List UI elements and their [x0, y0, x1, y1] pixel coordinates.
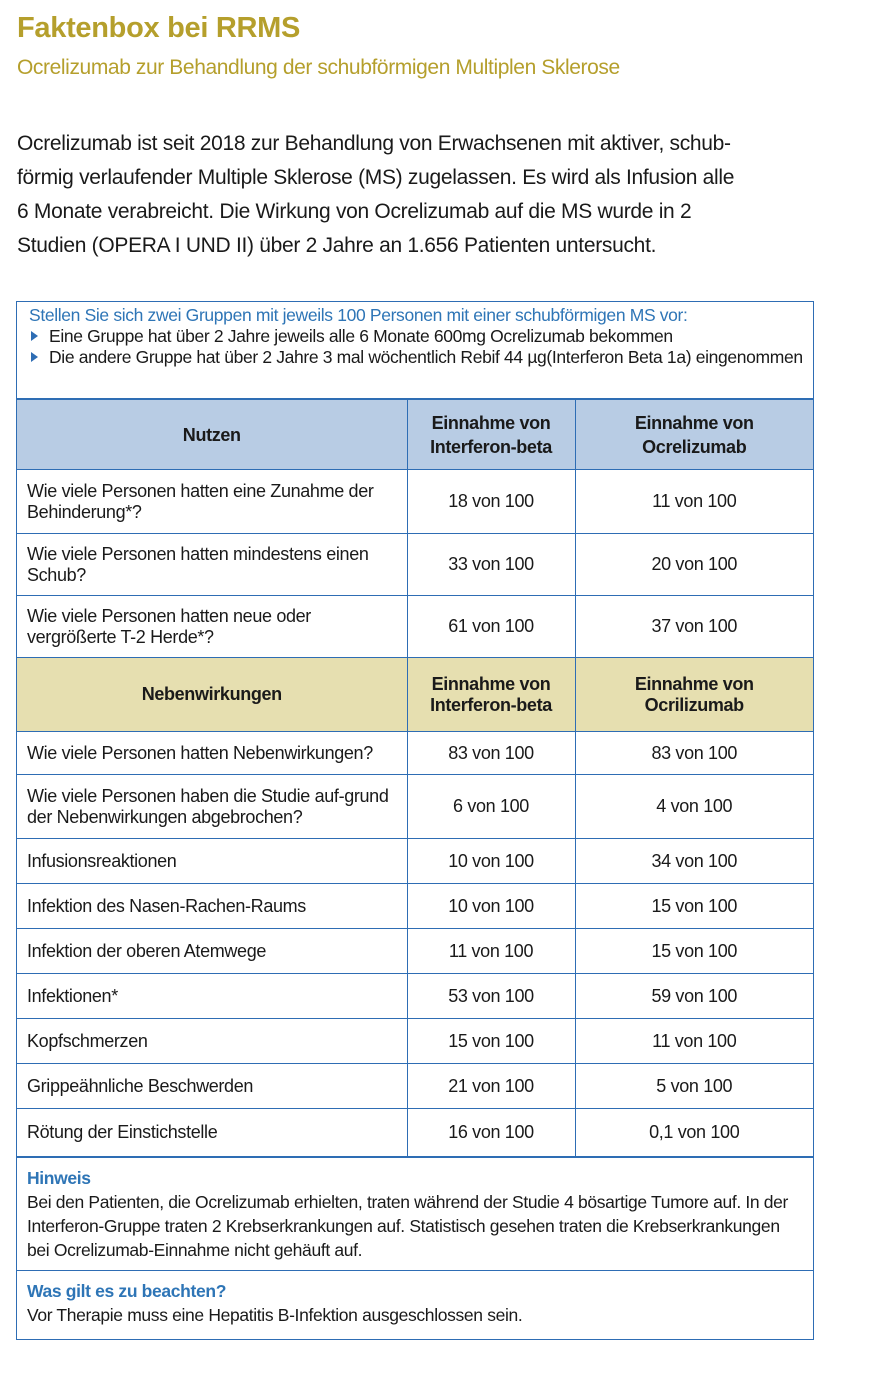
interferon-value: 33 von 100: [406, 533, 576, 596]
harm-row: Grippeähnliche Beschwerden 21 von 100 5 vo…: [17, 1063, 813, 1109]
interferon-value: 6 von 100: [406, 774, 576, 839]
benefit-row: Wie viele Personen hatten neue oder verg…: [17, 595, 813, 658]
benefit-row: Wie viele Personen hatten eine Zunahme d…: [17, 469, 813, 534]
note-text: Vor Therapie muss eine Hepatitis B-Infek…: [27, 1305, 523, 1325]
page-title: Faktenbox bei RRMS: [17, 12, 301, 44]
harm-row: Kopfschmerzen 15 von 100 11 von 100: [17, 1018, 813, 1064]
interferon-value: 10 von 100: [406, 883, 576, 929]
interferon-value: 83 von 100: [406, 731, 576, 775]
harm-row: Infektionen* 53 von 100 59 von 100: [17, 973, 813, 1019]
interferon-value: 16 von 100: [406, 1108, 576, 1157]
harm-row: Wie viele Personen hatten Nebenwirkungen…: [17, 731, 813, 775]
harm-row: Infektion der oberen Atemwege 11 von 100 1…: [17, 928, 813, 974]
intro-line: Studien (OPERA I UND II) über 2 Jahre an…: [17, 234, 657, 257]
ocrelizumab-value: 0,1 von 100: [574, 1108, 813, 1157]
row-label: Wie viele Personen hatten Nebenwirkungen…: [17, 731, 408, 775]
note-beachten: Was gilt es zu beachten? Vor Therapie mu…: [17, 1270, 813, 1339]
benefit-header-cell: Einnahme von Ocrelizumab: [574, 399, 813, 470]
ocrelizumab-value: 83 von 100: [574, 731, 813, 775]
triangle-bullet-icon: [31, 352, 38, 362]
scenario-question: Stellen Sie sich zwei Gruppen mit jeweil…: [29, 305, 688, 325]
interferon-value: 11 von 100: [406, 928, 576, 974]
row-label: Infektion des Nasen-Rachen-Raums: [17, 883, 408, 929]
intro-line: förmig verlaufender Multiple Sklerose (M…: [17, 166, 735, 189]
harm-row: Rötung der Einstichstelle 16 von 100 0,1 v…: [17, 1108, 813, 1157]
harm-row: Infusionsreaktionen 10 von 100 34 von 100: [17, 838, 813, 884]
intro-line: 6 Monate verabreicht. Die Wirkung von Oc…: [17, 200, 692, 223]
note-hinweis: Hinweis Bei den Patienten, die Ocrelizum…: [17, 1157, 813, 1270]
row-label: Infektion der oberen Atemwege: [17, 928, 408, 974]
harm-header-cell: Einnahme von Interferon-beta: [406, 657, 576, 732]
ocrelizumab-value: 59 von 100: [574, 973, 813, 1019]
benefit-header-cell: Einnahme von Interferon-beta: [406, 399, 576, 470]
ocrelizumab-value: 34 von 100: [574, 838, 813, 884]
ocrelizumab-value: 4 von 100: [574, 774, 813, 839]
row-label: Wie viele Personen haben die Studie auf-…: [17, 774, 408, 839]
interferon-value: 10 von 100: [406, 838, 576, 884]
ocrelizumab-value: 37 von 100: [574, 595, 813, 658]
row-label: Wie viele Personen hatten eine Zunahme d…: [17, 469, 408, 534]
benefit-header-row: Nutzen Einnahme von Interferon-beta Einnah…: [17, 399, 813, 470]
intro-paragraph: Ocrelizumab ist seit 2018 zur Behandlung…: [17, 127, 734, 263]
note-heading: Was gilt es zu beachten?: [27, 1281, 227, 1301]
row-label: Infektionen*: [17, 973, 408, 1019]
row-label: Wie viele Personen hatten neue oder verg…: [17, 595, 408, 658]
bullet-text: Die andere Gruppe hat über 2 Jahre 3 mal…: [49, 347, 803, 367]
row-label: Infusionsreaktionen: [17, 838, 408, 884]
ocrelizumab-value: 20 von 100: [574, 533, 813, 596]
row-label: Kopfschmerzen: [17, 1018, 408, 1064]
note-text: Bei den Patienten, die Ocrelizumab erhie…: [27, 1192, 789, 1260]
note-heading: Hinweis: [27, 1168, 91, 1188]
scenario-bullet: Die andere Gruppe hat über 2 Jahre 3 mal…: [29, 347, 803, 368]
harm-header-cell: Nebenwirkungen: [17, 657, 408, 732]
scenario: Stellen Sie sich zwei Gruppen mit jeweil…: [17, 302, 813, 399]
interferon-value: 15 von 100: [406, 1018, 576, 1064]
harm-header-row: Nebenwirkungen Einnahme von Interferon-be…: [17, 657, 813, 732]
harm-row: Wie viele Personen haben die Studie auf-…: [17, 774, 813, 839]
harm-row: Infektion des Nasen-Rachen-Raums 10 von 1…: [17, 883, 813, 929]
triangle-bullet-icon: [31, 331, 38, 341]
benefit-row: Wie viele Personen hatten mindestens ein…: [17, 533, 813, 596]
results-table: Nutzen Einnahme von Interferon-beta Einnah…: [17, 399, 813, 1157]
row-label: Grippeähnliche Beschwerden: [17, 1063, 408, 1109]
page-subtitle: Ocrelizumab zur Behandlung der schubförm…: [17, 56, 620, 79]
interferon-value: 21 von 100: [406, 1063, 576, 1109]
bullet-text: Eine Gruppe hat über 2 Jahre jeweils all…: [49, 326, 673, 346]
benefit-header-cell: Nutzen: [17, 399, 408, 470]
fact-box: Stellen Sie sich zwei Gruppen mit jeweil…: [16, 301, 814, 1340]
row-label: Wie viele Personen hatten mindestens ein…: [17, 533, 408, 596]
interferon-value: 18 von 100: [406, 469, 576, 534]
row-label: Rötung der Einstichstelle: [17, 1108, 408, 1157]
ocrelizumab-value: 15 von 100: [574, 928, 813, 974]
intro-line: Ocrelizumab ist seit 2018 zur Behandlung…: [17, 132, 731, 155]
interferon-value: 53 von 100: [406, 973, 576, 1019]
harm-header-cell: Einnahme von Ocrilizumab: [574, 657, 813, 732]
scenario-bullet: Eine Gruppe hat über 2 Jahre jeweils all…: [29, 326, 803, 347]
ocrelizumab-value: 15 von 100: [574, 883, 813, 929]
ocrelizumab-value: 11 von 100: [574, 469, 813, 534]
ocrelizumab-value: 11 von 100: [574, 1018, 813, 1064]
ocrelizumab-value: 5 von 100: [574, 1063, 813, 1109]
interferon-value: 61 von 100: [406, 595, 576, 658]
